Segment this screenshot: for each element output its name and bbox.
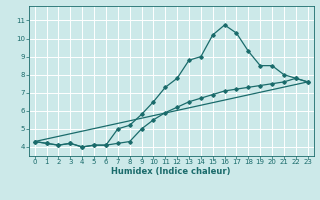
X-axis label: Humidex (Indice chaleur): Humidex (Indice chaleur) xyxy=(111,167,231,176)
